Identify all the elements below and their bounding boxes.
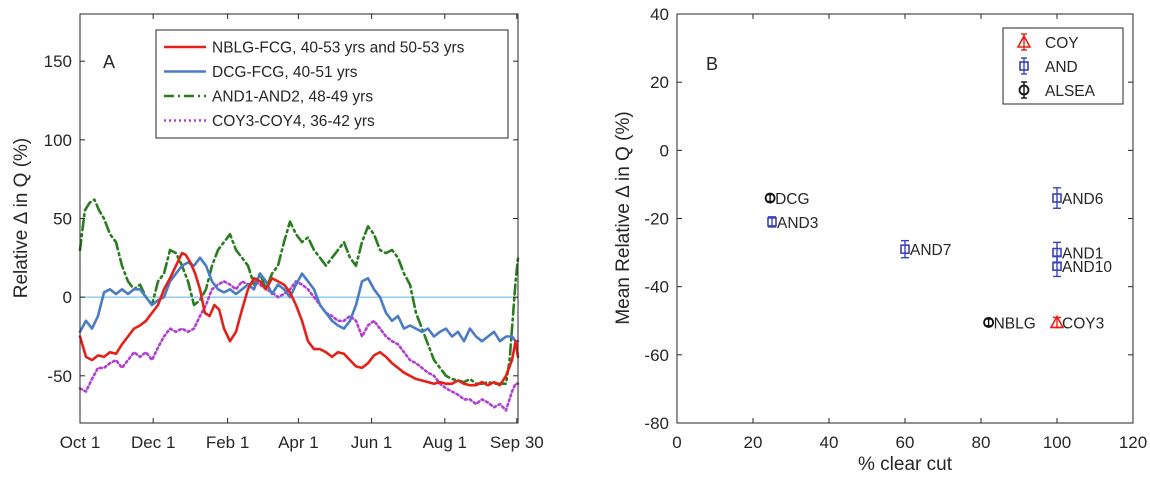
- legend-box: [155, 29, 509, 139]
- x-tick-label: Jun 1: [351, 433, 393, 452]
- series-line-4: [78, 280, 520, 412]
- panel-b-legend: COY AND ALSEA: [1002, 27, 1124, 105]
- point-label-coy3: COY3: [1062, 315, 1104, 332]
- y-tick-label: 50: [53, 210, 72, 229]
- x-tick-label: 80: [972, 433, 991, 452]
- error-bar: [901, 239, 909, 259]
- x-tick-label: Oct 1: [60, 433, 101, 452]
- panel-b-y-axis-label: Mean Relative Δ in Q (%): [613, 111, 634, 324]
- y-tick-label: -50: [47, 367, 72, 386]
- x-tick-label: Apr 1: [278, 433, 319, 452]
- y-tick-label: 100: [44, 131, 72, 150]
- data-point-and10: [1052, 261, 1062, 272]
- panel-b-x-axis-label: % clear cut: [858, 454, 953, 475]
- data-point-and7: [900, 244, 910, 254]
- point-label-and7: AND7: [910, 242, 951, 259]
- legend-label: NBLG-FCG, 40-53 yrs and 50-53 yrs: [212, 40, 465, 57]
- panel-a-label: A: [103, 52, 115, 72]
- data-point-coy3: [1049, 314, 1065, 329]
- x-tick-label: Feb 1: [206, 433, 249, 452]
- data-point-nblg: [983, 317, 994, 328]
- panel-a-line-chart: -50 0 50 100 150 Oct 1 Dec 1 Feb 1 Apr 1 Jun 1 Aug…: [11, 13, 544, 452]
- x-tick-label: Sep 30: [490, 433, 544, 452]
- panel-b-scatter-chart: -80 -60 -40 -20 0 20 40 0 20 40 60 80 100 120 COY3 AND…: [613, 5, 1147, 475]
- legend-label: DCG-FCG, 40-51 yrs: [212, 64, 358, 81]
- point-label-nblg: NBLG: [994, 315, 1036, 332]
- panel-a-legend: NBLG-FCG, 40-53 yrs and 50-53 yrs DCG-FCG…: [155, 29, 509, 139]
- y-tick-label: 20: [650, 73, 669, 92]
- x-tick-label: 40: [820, 433, 839, 452]
- data-point-and3: [767, 217, 777, 227]
- y-tick-label: -40: [644, 278, 669, 297]
- y-tick-label: 0: [63, 288, 72, 307]
- legend-label: COY: [1045, 35, 1079, 52]
- x-tick-label: 0: [672, 433, 681, 452]
- y-tick-label: 40: [650, 5, 669, 24]
- point-label-dcg: DCG: [775, 191, 809, 208]
- x-tick-label: Dec 1: [131, 433, 175, 452]
- x-tick-label: 20: [744, 433, 763, 452]
- panel-a-y-axis-label: Relative Δ in Q (%): [11, 138, 32, 299]
- error-bar: [1053, 255, 1061, 278]
- legend-marker: [1019, 61, 1029, 71]
- point-label-and3: AND3: [777, 215, 818, 232]
- x-tick-label: 100: [1043, 433, 1071, 452]
- series-line-2: [78, 256, 520, 343]
- legend-label: ALSEA: [1045, 83, 1096, 100]
- error-bar: [1053, 187, 1061, 209]
- series-line-1: [78, 251, 520, 387]
- point-label-and1: AND1: [1062, 246, 1103, 263]
- legend-label: AND: [1045, 59, 1078, 76]
- point-label-and10: AND10: [1062, 259, 1112, 276]
- point-label-and6: AND6: [1062, 191, 1103, 208]
- panel-b-label: B: [706, 54, 718, 74]
- x-tick-label: Aug 1: [423, 433, 467, 452]
- legend-box: [1002, 27, 1124, 105]
- y-tick-label: 0: [660, 141, 669, 160]
- y-tick-label: -20: [644, 210, 669, 229]
- x-tick-label: 120: [1119, 433, 1147, 452]
- y-tick-label: -80: [644, 414, 669, 433]
- legend-label: COY3-COY4, 36-42 yrs: [212, 113, 375, 130]
- legend-marker: [1016, 34, 1032, 48]
- y-tick-label: 150: [44, 52, 72, 71]
- legend-label: AND1-AND2, 48-49 yrs: [212, 89, 373, 106]
- y-tick-label: -60: [644, 346, 669, 365]
- legend-marker: [1018, 84, 1030, 96]
- x-tick-label: 60: [896, 433, 915, 452]
- data-point-dcg: [764, 192, 776, 204]
- data-point-and6: [1052, 193, 1062, 203]
